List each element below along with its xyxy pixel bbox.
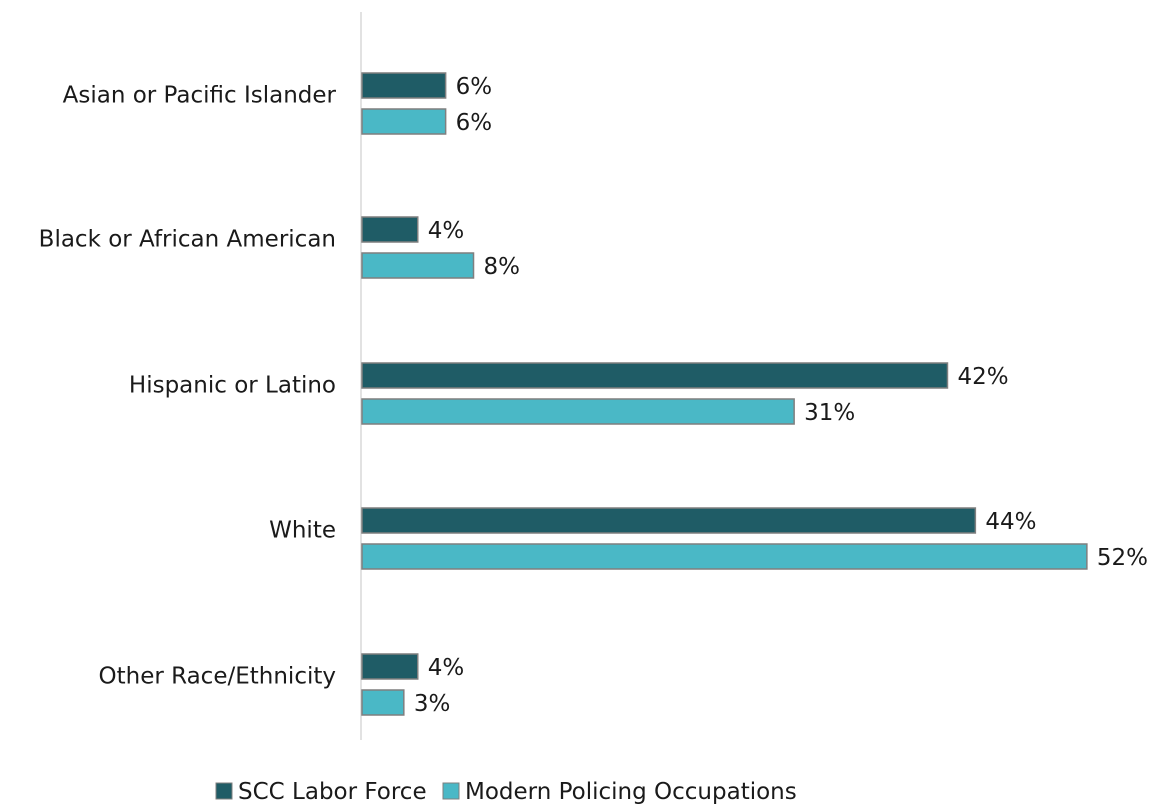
value-label-modern-policing-occupations-asian-or-pacific-islander: 6% — [456, 110, 493, 136]
value-label-scc-labor-force-other-race-ethnicity: 4% — [428, 655, 465, 681]
value-label-scc-labor-force-black-or-african-american: 4% — [428, 218, 465, 244]
legend-swatch-modern-policing-occupations — [442, 782, 460, 800]
bar-scc-labor-force-asian-or-pacific-islander — [361, 72, 447, 99]
bar-modern-policing-occupations-hispanic-or-latino — [361, 398, 795, 425]
category-label-white: White — [269, 518, 336, 544]
category-label-black-or-african-american: Black or African American — [39, 227, 336, 253]
bar-modern-policing-occupations-asian-or-pacific-islander — [361, 108, 447, 135]
value-label-modern-policing-occupations-other-race-ethnicity: 3% — [414, 691, 451, 717]
legend-swatch-scc-labor-force — [215, 782, 233, 800]
bars — [361, 72, 1088, 716]
bar-scc-labor-force-white — [361, 507, 977, 534]
bar-modern-policing-occupations-black-or-african-american — [361, 252, 475, 279]
value-label-scc-labor-force-white: 44% — [985, 509, 1036, 535]
legend-label-scc-labor-force: SCC Labor Force — [238, 779, 427, 805]
legend-label-modern-policing-occupations: Modern Policing Occupations — [465, 779, 797, 805]
value-label-modern-policing-occupations-hispanic-or-latino: 31% — [804, 400, 855, 426]
value-labels: 6% 6% 4% 8% 42% 31% 44% 52% 4% 3% — [414, 74, 1148, 717]
value-label-scc-labor-force-asian-or-pacific-islander: 6% — [456, 74, 493, 100]
bar-modern-policing-occupations-other-race-ethnicity — [361, 689, 405, 716]
bar-scc-labor-force-hispanic-or-latino — [361, 362, 949, 389]
legend: SCC Labor Force Modern Policing Occupatio… — [215, 779, 797, 805]
bar-scc-labor-force-other-race-ethnicity — [361, 653, 419, 680]
value-label-modern-policing-occupations-black-or-african-american: 8% — [484, 254, 521, 280]
category-label-hispanic-or-latino: Hispanic or Latino — [129, 373, 336, 399]
value-label-scc-labor-force-hispanic-or-latino: 42% — [957, 364, 1008, 390]
category-labels: Asian or Pacific Islander Black or Africa… — [39, 83, 337, 690]
value-label-modern-policing-occupations-white: 52% — [1097, 545, 1148, 571]
bar-modern-policing-occupations-white — [361, 543, 1088, 570]
category-label-asian-or-pacific-islander: Asian or Pacific Islander — [63, 83, 337, 109]
category-label-other-race-ethnicity: Other Race/Ethnicity — [99, 664, 337, 690]
bar-scc-labor-force-black-or-african-american — [361, 216, 419, 243]
